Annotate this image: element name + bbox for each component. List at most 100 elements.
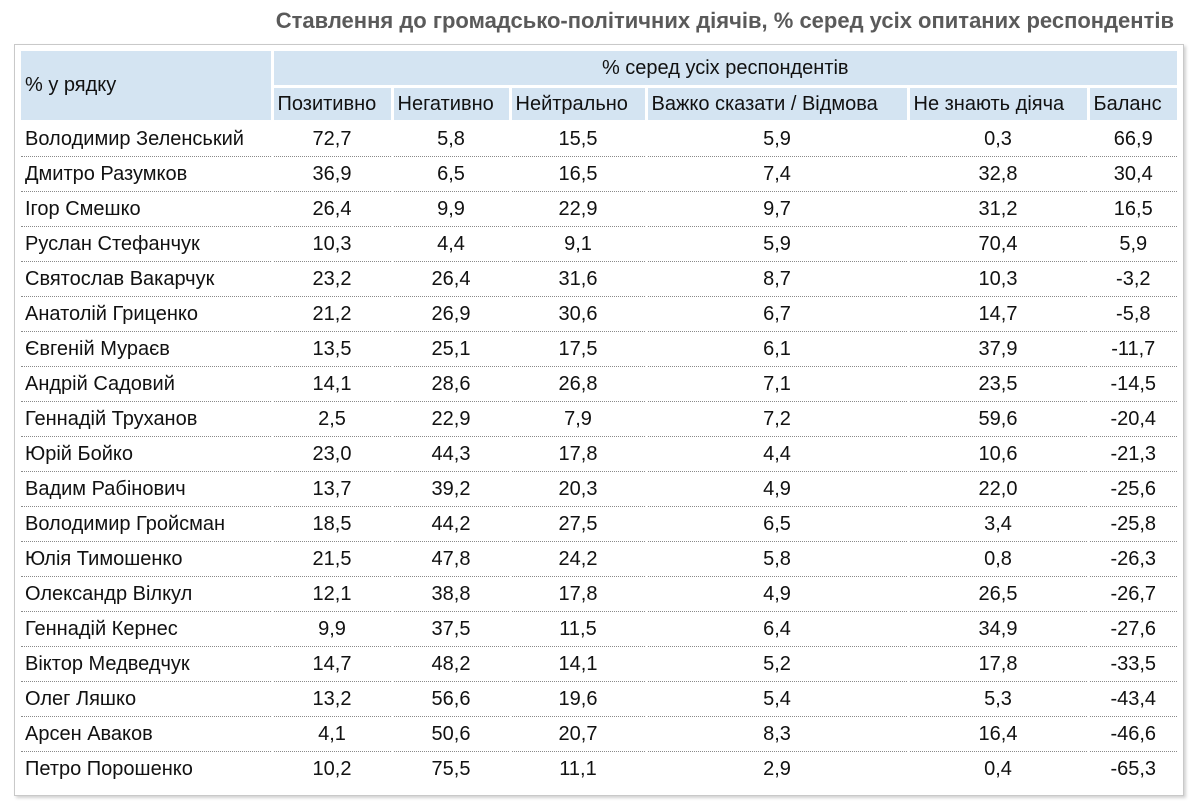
negative-value-cell: 47,8	[392, 541, 512, 577]
person-name-cell: Юлія Тимошенко	[21, 541, 274, 577]
negative-value-cell: 44,3	[392, 436, 512, 472]
table-row: Євгеній Мураєв 13,5 25,1 17,5 6,1 37,9 -11,7	[21, 331, 1178, 367]
neutral-value-cell: 17,8	[510, 576, 648, 612]
person-name-cell: Володимир Гройсман	[21, 506, 274, 542]
person-name-cell: Святослав Вакарчук	[21, 261, 274, 297]
person-name-cell: Андрій Садовий	[21, 366, 274, 402]
data-table-container: % у рядку % серед усіх респондентів Пози…	[14, 44, 1184, 796]
column-header-neutral: Нейтрально	[510, 86, 648, 122]
dont-know-value-cell: 31,2	[908, 191, 1090, 227]
column-header-negative: Негативно	[392, 86, 512, 122]
dont-know-value-cell: 23,5	[908, 366, 1090, 402]
table-row: Юрій Бойко 23,0 44,3 17,8 4,4 10,6 -21,3	[21, 436, 1178, 472]
table-row: Петро Порошенко 10,2 75,5 11,1 2,9 0,4 -65,3	[21, 751, 1177, 786]
neutral-value-cell: 20,3	[510, 471, 648, 507]
hard-to-say-value-cell: 4,4	[646, 436, 910, 472]
neutral-value-cell: 11,1	[510, 751, 648, 786]
table-row: Руслан Стефанчук 10,3 4,4 9,1 5,9 70,4 5,9	[21, 226, 1178, 262]
hard-to-say-value-cell: 2,9	[646, 751, 910, 786]
dont-know-value-cell: 17,8	[908, 646, 1090, 682]
person-name-cell: Геннадій Кернес	[21, 611, 274, 647]
dont-know-value-cell: 32,8	[908, 156, 1090, 192]
positive-value-cell: 13,5	[272, 331, 394, 367]
dont-know-value-cell: 70,4	[908, 226, 1090, 262]
neutral-value-cell: 31,6	[510, 261, 648, 297]
person-name-cell: Анатолій Гриценко	[21, 296, 274, 332]
balance-value-cell: -11,7	[1088, 331, 1178, 367]
dont-know-value-cell: 0,3	[908, 121, 1090, 157]
balance-value-cell: 66,9	[1088, 121, 1178, 157]
table-header: % у рядку % серед усіх респондентів Пози…	[21, 51, 1178, 122]
positive-value-cell: 10,3	[272, 226, 394, 262]
column-header-dont-know: Не знають діяча	[908, 86, 1090, 122]
dont-know-value-cell: 5,3	[908, 681, 1090, 717]
positive-value-cell: 10,2	[272, 751, 394, 786]
table-row: Віктор Медведчук 14,7 48,2 14,1 5,2 17,8 -33,5	[21, 646, 1178, 682]
negative-value-cell: 6,5	[392, 156, 512, 192]
person-name-cell: Володимир Зеленський	[21, 121, 274, 157]
dont-know-value-cell: 59,6	[908, 401, 1090, 437]
row-label-header: % у рядку	[21, 51, 274, 122]
negative-value-cell: 38,8	[392, 576, 512, 612]
negative-value-cell: 26,9	[392, 296, 512, 332]
positive-value-cell: 4,1	[272, 716, 394, 752]
positive-value-cell: 18,5	[272, 506, 394, 542]
negative-value-cell: 37,5	[392, 611, 512, 647]
balance-value-cell: -20,4	[1088, 401, 1178, 437]
balance-value-cell: -43,4	[1088, 681, 1178, 717]
negative-value-cell: 44,2	[392, 506, 512, 542]
dont-know-value-cell: 37,9	[908, 331, 1090, 367]
table-row: Вадим Рабінович 13,7 39,2 20,3 4,9 22,0 -25,6	[21, 471, 1178, 507]
balance-value-cell: 5,9	[1088, 226, 1178, 262]
negative-value-cell: 56,6	[392, 681, 512, 717]
negative-value-cell: 26,4	[392, 261, 512, 297]
balance-value-cell: -26,3	[1088, 541, 1178, 577]
negative-value-cell: 39,2	[392, 471, 512, 507]
neutral-value-cell: 7,9	[510, 401, 648, 437]
person-name-cell: Олег Ляшко	[21, 681, 274, 717]
column-header-positive: Позитивно	[272, 86, 394, 122]
balance-value-cell: -25,6	[1088, 471, 1178, 507]
group-header: % серед усіх респондентів	[272, 51, 1178, 88]
page-title: Ставлення до громадсько-політичних діячі…	[275, 8, 1174, 33]
hard-to-say-value-cell: 4,9	[646, 576, 910, 612]
dont-know-value-cell: 22,0	[908, 471, 1090, 507]
negative-value-cell: 5,8	[392, 121, 512, 157]
hard-to-say-value-cell: 5,2	[646, 646, 910, 682]
column-header-balance: Баланс	[1088, 86, 1178, 122]
attitude-table: % у рядку % серед усіх респондентів Пози…	[21, 51, 1178, 786]
dont-know-value-cell: 14,7	[908, 296, 1090, 332]
negative-value-cell: 50,6	[392, 716, 512, 752]
neutral-value-cell: 30,6	[510, 296, 648, 332]
positive-value-cell: 2,5	[272, 401, 394, 437]
table-row: Арсен Аваков 4,1 50,6 20,7 8,3 16,4 -46,6	[21, 716, 1178, 752]
balance-value-cell: -14,5	[1088, 366, 1178, 402]
person-name-cell: Вадим Рабінович	[21, 471, 274, 507]
dont-know-value-cell: 10,3	[908, 261, 1090, 297]
table-row: Святослав Вакарчук 23,2 26,4 31,6 8,7 10,3 -3,…	[21, 261, 1178, 297]
dont-know-value-cell: 0,4	[908, 751, 1090, 786]
positive-value-cell: 9,9	[272, 611, 394, 647]
person-name-cell: Олександр Вілкул	[21, 576, 274, 612]
balance-value-cell: 16,5	[1088, 191, 1178, 227]
table-row: Володимир Зеленський 72,7 5,8 15,5 5,9 0,3 66,…	[21, 121, 1178, 157]
balance-value-cell: -26,7	[1088, 576, 1178, 612]
neutral-value-cell: 14,1	[510, 646, 648, 682]
table-row: Олег Ляшко 13,2 56,6 19,6 5,4 5,3 -43,4	[21, 681, 1178, 717]
person-name-cell: Юрій Бойко	[21, 436, 274, 472]
hard-to-say-value-cell: 7,2	[646, 401, 910, 437]
positive-value-cell: 26,4	[272, 191, 394, 227]
positive-value-cell: 21,5	[272, 541, 394, 577]
hard-to-say-value-cell: 5,8	[646, 541, 910, 577]
neutral-value-cell: 24,2	[510, 541, 648, 577]
positive-value-cell: 13,2	[272, 681, 394, 717]
neutral-value-cell: 20,7	[510, 716, 648, 752]
hard-to-say-value-cell: 4,9	[646, 471, 910, 507]
negative-value-cell: 22,9	[392, 401, 512, 437]
person-name-cell: Віктор Медведчук	[21, 646, 274, 682]
person-name-cell: Геннадій Труханов	[21, 401, 274, 437]
dont-know-value-cell: 16,4	[908, 716, 1090, 752]
positive-value-cell: 72,7	[272, 121, 394, 157]
person-name-cell: Петро Порошенко	[21, 751, 274, 786]
person-name-cell: Ігор Смешко	[21, 191, 274, 227]
